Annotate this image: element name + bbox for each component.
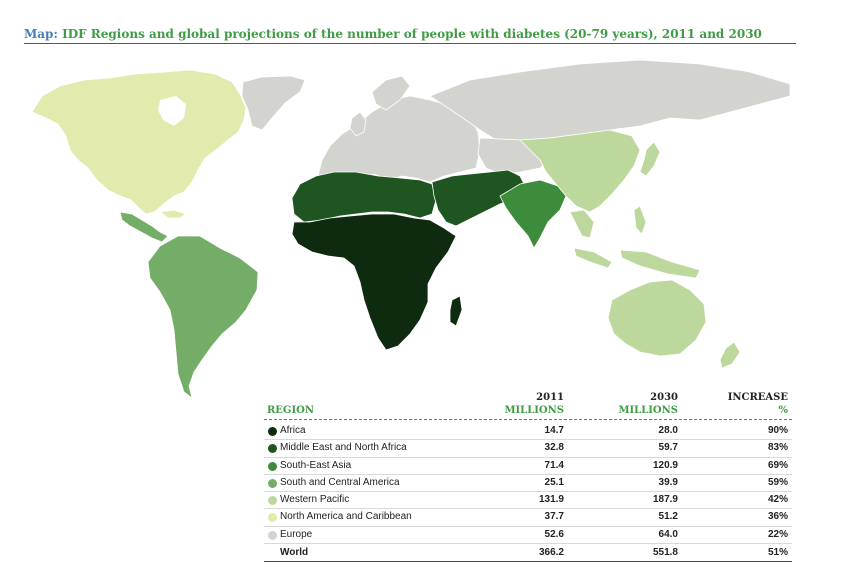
philippines (633, 205, 647, 235)
central-america (119, 211, 169, 243)
value-increase: 42% (767, 494, 788, 506)
japan (639, 141, 661, 177)
greenland (241, 75, 306, 131)
legend-swatch (268, 427, 277, 436)
value-2011: 14.7 (544, 425, 564, 436)
world-2030: 551.8 (652, 547, 678, 559)
value-increase: 59% (767, 476, 788, 488)
legend-swatch (268, 496, 277, 506)
value-2030: 64.0 (658, 528, 678, 540)
value-2011: 37.7 (544, 511, 564, 523)
map-title-lead: Map: (24, 27, 58, 41)
header-rule (264, 419, 792, 420)
world-map (31, 59, 791, 398)
value-2011: 32.8 (544, 442, 564, 454)
world-total-row: World 366.2 551.8 51% (264, 544, 792, 562)
region-name: North America and Caribbean (280, 511, 412, 523)
header-2030-year: 2030 (650, 392, 678, 403)
value-increase: 69% (767, 459, 788, 471)
legend-swatch (268, 530, 277, 540)
header-increase-label: INCREASE (727, 392, 788, 403)
value-2011: 25.1 (544, 476, 564, 488)
table-row: Western Pacific 131.9 187.9 42% (264, 492, 792, 510)
value-2030: 59.7 (658, 442, 678, 454)
indonesia-east (619, 249, 701, 279)
uk-ireland (349, 111, 367, 137)
value-2030: 28.0 (658, 425, 678, 436)
scandinavia (371, 75, 411, 111)
map-title: Map: IDF Regions and global projections … (24, 27, 762, 41)
value-increase: 90% (767, 425, 788, 436)
value-2030: 51.2 (658, 511, 678, 523)
table-row: Africa 14.7 28.0 90% (264, 423, 792, 441)
region-name: Middle East and North Africa (280, 442, 407, 454)
title-rule (24, 43, 796, 44)
southeast-asia (569, 209, 595, 239)
table-row: South-East Asia 71.4 120.9 69% (264, 458, 792, 475)
australia (607, 279, 707, 357)
header-2030-unit: MILLIONS (618, 405, 678, 416)
south-asia (499, 179, 567, 249)
legend-swatch (268, 513, 277, 523)
legend-swatch (268, 461, 277, 471)
value-2030: 187.9 (652, 494, 678, 506)
header-2011: 2011 MILLIONS (504, 391, 564, 417)
value-increase: 83% (767, 442, 788, 454)
madagascar (449, 295, 463, 327)
value-2030: 120.9 (652, 459, 678, 471)
world-label: World (280, 547, 309, 559)
east-asia (519, 129, 641, 213)
map-title-text: IDF Regions and global projections of th… (62, 27, 762, 41)
russia (429, 59, 791, 141)
world-increase: 51% (767, 547, 788, 559)
table-row: Middle East and North Africa 32.8 59.7 8… (264, 440, 792, 458)
caribbean (158, 209, 187, 219)
header-2030: 2030 MILLIONS (618, 391, 678, 417)
world-2011: 366.2 (538, 547, 564, 559)
legend-swatch (268, 444, 277, 454)
region-name: Africa (280, 425, 306, 436)
header-region: REGION (267, 405, 315, 416)
projection-table: REGION 2011 MILLIONS 2030 MILLIONS INCRE… (264, 388, 792, 562)
table-body: Africa 14.7 28.0 90% Middle East and Nor… (264, 423, 792, 562)
hudson-bay (158, 96, 186, 126)
table-row: Europe 52.6 64.0 22% (264, 527, 792, 545)
region-name: South and Central America (280, 476, 400, 488)
new-zealand (719, 341, 741, 369)
region-name: South-East Asia (280, 459, 352, 471)
header-2011-unit: MILLIONS (504, 405, 564, 416)
africa (291, 213, 457, 351)
region-name: Europe (280, 528, 313, 540)
value-increase: 36% (767, 511, 788, 523)
north-america (31, 69, 247, 215)
value-2011: 131.9 (538, 494, 564, 506)
legend-swatch (268, 478, 277, 488)
header-2011-year: 2011 (536, 392, 564, 403)
value-2030: 39.9 (658, 476, 678, 488)
value-2011: 71.4 (544, 459, 564, 471)
header-increase-unit: % (778, 405, 788, 416)
region-name: Western Pacific (280, 494, 350, 506)
header-increase: INCREASE % (728, 391, 788, 417)
value-2011: 52.6 (544, 528, 564, 540)
south-america (147, 235, 259, 398)
table-header: REGION 2011 MILLIONS 2030 MILLIONS INCRE… (264, 388, 792, 420)
value-increase: 22% (767, 528, 788, 540)
table-row: South and Central America 25.1 39.9 59% (264, 475, 792, 493)
indonesia-west (573, 247, 613, 269)
table-row: North America and Caribbean 37.7 51.2 36… (264, 509, 792, 527)
